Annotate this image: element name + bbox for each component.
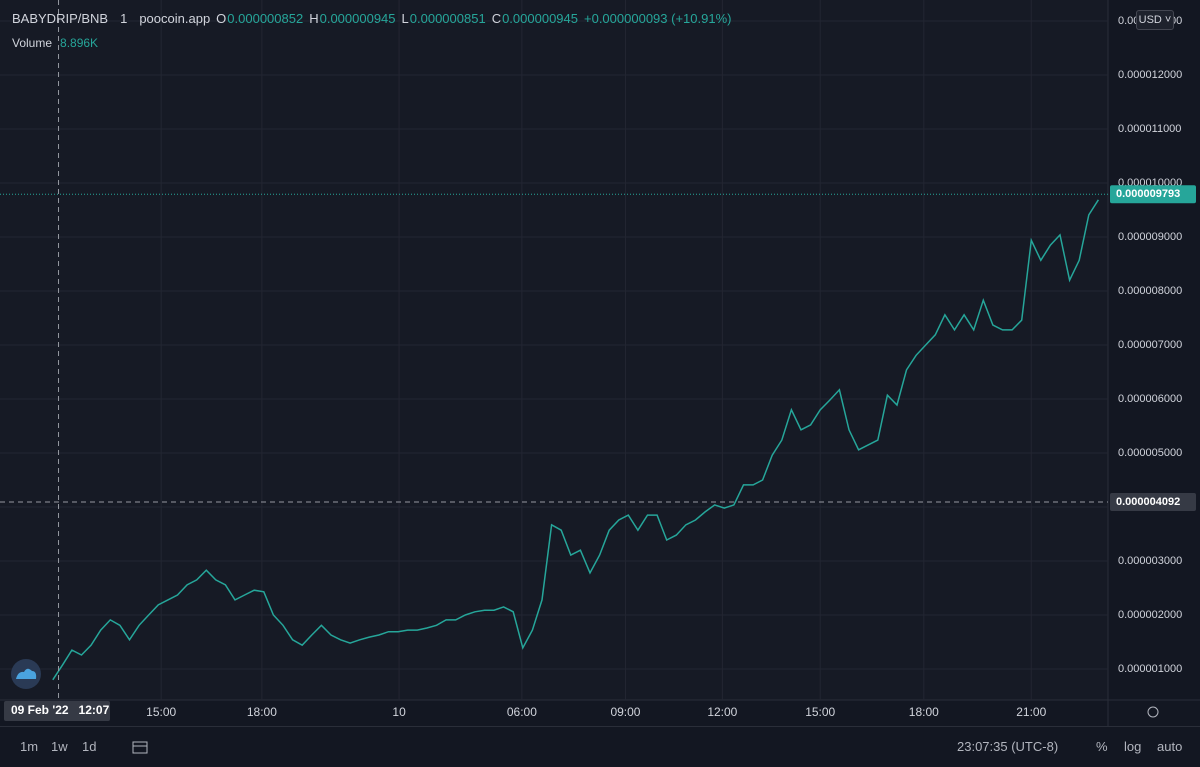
- currency-select[interactable]: USD ˅: [1136, 10, 1174, 30]
- y-tick-label: 0.000003000: [1118, 555, 1182, 567]
- y-tick-label: 0.000006000: [1118, 393, 1182, 405]
- last-price-label: 0.000009793: [1116, 188, 1180, 200]
- volume-label: Volume: [12, 36, 53, 50]
- ohlc-key: H: [309, 11, 319, 26]
- range-button[interactable]: 1m: [20, 739, 39, 754]
- compare-icon[interactable]: [130, 737, 150, 757]
- chart: 0.000001000 0.000002000 0.000003000 0.00000…: [0, 0, 1200, 726]
- scale-option[interactable]: auto: [1157, 739, 1183, 754]
- plot-bg: [0, 0, 1108, 700]
- ohlc-value: 0.000000852: [227, 11, 304, 26]
- last-price-box: [1110, 185, 1196, 204]
- scale-option[interactable]: log: [1124, 739, 1142, 754]
- ohlc-key: O: [216, 11, 227, 26]
- y-tick-label: 0.000011000: [1118, 123, 1181, 135]
- interval: 1: [120, 11, 128, 26]
- settings-icon: [1147, 706, 1159, 718]
- ohlc: O 0.000000852 H 0.000000945 L 0.000000851 C 0.0…: [216, 11, 578, 26]
- clock: 23:07:35 (UTC-8): [957, 739, 1059, 754]
- y-tick-label: 0.000001000: [1118, 663, 1182, 675]
- y-tick-label: 0.000002000: [1118, 609, 1182, 621]
- crosshair-time-label: 09 Feb '22 12:07: [11, 703, 110, 717]
- x-tick-label: 15:00: [805, 705, 835, 719]
- toolbar: 23:07:35 (UTC-8) 1m 1w 1d% log auto: [0, 726, 1200, 767]
- x-tick-label: 10: [392, 705, 406, 719]
- y-tick-label: 0.000007000: [1118, 339, 1182, 351]
- crosshair-time-box: [4, 701, 110, 721]
- scale-option[interactable]: %: [1096, 739, 1108, 754]
- source: poocoin.app: [139, 11, 211, 26]
- volume-value: 8.896K: [60, 36, 99, 50]
- volume-legend: Volume 8.896K: [12, 36, 98, 50]
- x-tick-label: 06:00: [507, 705, 537, 719]
- ohlc-key: C: [491, 11, 502, 26]
- crosshair-price-label: 0.000004092: [1116, 496, 1180, 508]
- y-tick-label: 0.000012000: [1118, 69, 1182, 81]
- crosshair-price-box: [1110, 493, 1196, 512]
- change: +0.000000093 (+10.91%): [584, 11, 732, 26]
- logo-cloud: [16, 668, 37, 679]
- ohlc-key: L: [401, 11, 409, 26]
- symbol: BABYDRIP/BNB: [12, 11, 109, 26]
- ohlc-value: 0.000000945: [319, 11, 396, 26]
- x-tick-label: 15:00: [146, 705, 176, 719]
- ohlc-value: 0.000000851: [409, 11, 486, 26]
- y-tick-label: 0.000009000: [1118, 231, 1182, 243]
- range-button[interactable]: 1w: [51, 739, 68, 754]
- x-tick-label: 18:00: [247, 705, 277, 719]
- y-tick-label: 0.000005000: [1118, 447, 1182, 459]
- price-line: [52, 199, 1100, 681]
- x-tick-label: 09:00: [610, 705, 640, 719]
- x-tick-label: 12:00: [707, 705, 737, 719]
- ohlc-value: 0.000000945: [502, 11, 578, 26]
- legend: BABYDRIP/BNB 1 poocoin.app O 0.000000852 H…: [12, 11, 731, 26]
- x-tick-label: 18:00: [909, 705, 939, 719]
- range-button[interactable]: 1d: [82, 739, 97, 754]
- y-tick-label: 0.000008000: [1118, 285, 1182, 297]
- x-tick-label: 21:00: [1016, 705, 1046, 719]
- currency: USD: [1138, 14, 1162, 26]
